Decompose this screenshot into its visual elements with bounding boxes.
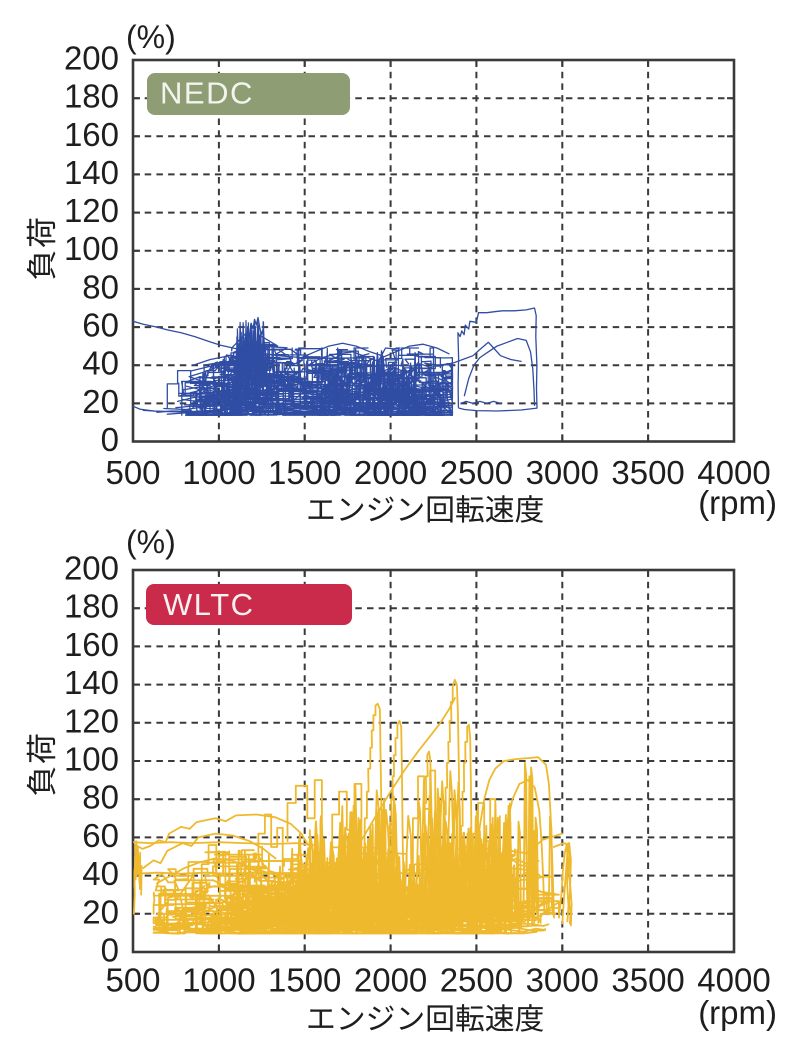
svg-text:160: 160 xyxy=(64,626,119,663)
svg-text:80: 80 xyxy=(82,268,119,305)
svg-text:20: 20 xyxy=(82,383,119,420)
svg-text:100: 100 xyxy=(64,741,119,778)
svg-text:140: 140 xyxy=(64,154,119,191)
svg-text:140: 140 xyxy=(64,664,119,701)
svg-text:1000: 1000 xyxy=(182,962,255,999)
svg-text:80: 80 xyxy=(82,779,119,816)
svg-text:4000: 4000 xyxy=(697,962,770,999)
svg-text:200: 200 xyxy=(64,40,119,77)
svg-text:2000: 2000 xyxy=(354,962,427,999)
svg-text:60: 60 xyxy=(82,307,119,344)
svg-text:160: 160 xyxy=(64,116,119,153)
svg-text:120: 120 xyxy=(64,702,119,739)
svg-text:NEDC: NEDC xyxy=(160,76,254,111)
svg-text:(rpm): (rpm) xyxy=(698,484,777,521)
svg-text:2000: 2000 xyxy=(354,454,427,491)
svg-text:120: 120 xyxy=(64,192,119,229)
svg-text:3500: 3500 xyxy=(611,454,684,491)
svg-text:60: 60 xyxy=(82,817,119,854)
svg-text:4000: 4000 xyxy=(697,454,770,491)
svg-text:2500: 2500 xyxy=(440,454,513,491)
svg-text:WLTC: WLTC xyxy=(163,587,255,622)
svg-text:(%): (%) xyxy=(126,19,176,55)
svg-text:180: 180 xyxy=(64,588,119,625)
svg-text:0: 0 xyxy=(101,932,119,969)
svg-text:1500: 1500 xyxy=(268,962,341,999)
svg-text:20: 20 xyxy=(82,893,119,930)
svg-text:0: 0 xyxy=(101,421,119,458)
svg-text:40: 40 xyxy=(82,855,119,892)
svg-text:40: 40 xyxy=(82,345,119,382)
svg-text:100: 100 xyxy=(64,230,119,267)
svg-text:1500: 1500 xyxy=(268,454,341,491)
svg-text:1000: 1000 xyxy=(182,454,255,491)
svg-text:(%): (%) xyxy=(126,524,176,560)
svg-text:2500: 2500 xyxy=(440,962,513,999)
svg-text:3500: 3500 xyxy=(611,962,684,999)
svg-text:200: 200 xyxy=(64,550,119,587)
svg-text:500: 500 xyxy=(105,962,160,999)
svg-text:180: 180 xyxy=(64,78,119,115)
svg-text:3000: 3000 xyxy=(526,454,599,491)
svg-text:(rpm): (rpm) xyxy=(698,994,777,1031)
svg-text:3000: 3000 xyxy=(526,962,599,999)
svg-text:500: 500 xyxy=(105,454,160,491)
